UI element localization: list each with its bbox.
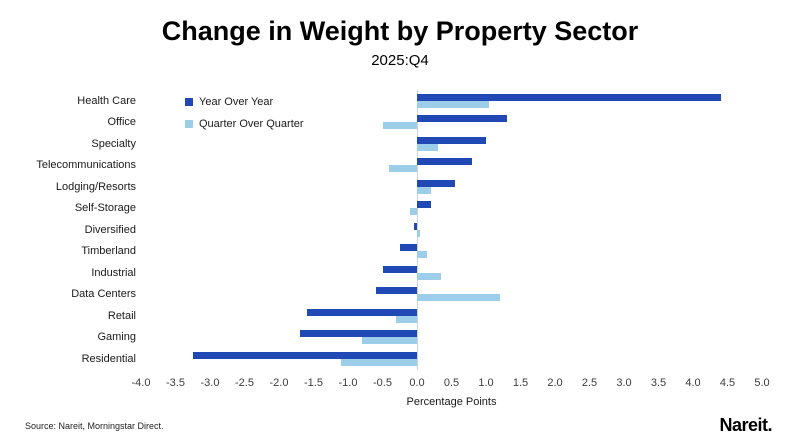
legend-label-quarter-over-quarter: Quarter Over Quarter — [199, 118, 304, 130]
x-tick-label: 2.5 — [581, 376, 598, 389]
category-label-lodging-resorts: Lodging/Resorts — [55, 180, 136, 193]
bar-quarter-over-quarter-specialty — [417, 143, 438, 151]
x-tick-label: 0.5 — [443, 376, 460, 389]
bar-year-over-year-data-centers — [375, 287, 417, 294]
category-label-gaming: Gaming — [97, 331, 136, 344]
category-label-timberland: Timberland — [81, 245, 136, 258]
bar-year-over-year-lodging-resorts — [417, 179, 455, 187]
x-tick-label: 5.0 — [754, 376, 770, 389]
x-tick-label: 1.5 — [512, 376, 529, 389]
bar-year-over-year-retail — [306, 308, 417, 316]
bar-quarter-over-quarter-industrial — [417, 272, 442, 280]
bar-year-over-year-telecommunications — [417, 158, 473, 165]
x-tick-label: 3.0 — [616, 376, 632, 389]
bar-quarter-over-quarter-gaming — [361, 337, 417, 344]
category-label-retail: Retail — [107, 309, 136, 322]
x-tick-label: -1.0 — [338, 376, 358, 389]
x-tick-label: -4.0 — [131, 376, 151, 389]
legend-swatch-year-over-year — [185, 98, 193, 106]
bar-year-over-year-diversified — [413, 222, 417, 230]
bar-year-over-year-specialty — [417, 136, 486, 144]
x-tick-label: -1.5 — [304, 376, 323, 389]
x-tick-label: 1.0 — [478, 376, 494, 389]
bar-quarter-over-quarter-data-centers — [417, 294, 500, 301]
category-label-telecommunications: Telecommunications — [36, 159, 136, 172]
source-note: Source: Nareit, Morningstar Direct. — [25, 421, 164, 431]
nareit-logo: Nareit. — [719, 415, 772, 435]
bar-year-over-year-gaming — [299, 330, 417, 337]
bar-quarter-over-quarter-residential — [341, 358, 417, 366]
bar-year-over-year-timberland — [399, 244, 417, 251]
chart-title: Change in Weight by Property Sector — [161, 16, 639, 46]
category-label-data-centers: Data Centers — [71, 288, 136, 301]
bar-quarter-over-quarter-retail — [396, 315, 417, 323]
category-label-self-storage: Self-Storage — [74, 202, 136, 215]
bar-quarter-over-quarter-self-storage — [410, 208, 417, 215]
bar-year-over-year-industrial — [382, 265, 417, 273]
legend-item-year-over-year: Year Over Year — [185, 96, 273, 108]
bar-quarter-over-quarter-office — [382, 122, 417, 129]
category-label-office: Office — [107, 116, 136, 129]
legend-item-quarter-over-quarter: Quarter Over Quarter — [185, 118, 304, 130]
bar-year-over-year-office — [417, 115, 507, 122]
bar-year-over-year-residential — [192, 351, 417, 359]
x-tick-label: 2.0 — [547, 376, 563, 389]
bar-year-over-year-health-care — [417, 93, 721, 101]
x-tick-label: -0.5 — [373, 376, 392, 389]
bar-quarter-over-quarter-lodging-resorts — [417, 186, 431, 194]
bar-quarter-over-quarter-health-care — [417, 100, 490, 108]
x-axis-label: Percentage Points — [406, 396, 497, 408]
category-label-specialty: Specialty — [91, 137, 136, 150]
x-tick-label: -3.5 — [166, 376, 185, 389]
bar-quarter-over-quarter-telecommunications — [389, 165, 417, 172]
x-tick-label: -3.0 — [200, 376, 220, 389]
category-label-residential: Residential — [81, 352, 136, 365]
x-tick-label: 3.5 — [650, 376, 667, 389]
category-label-industrial: Industrial — [91, 266, 136, 279]
x-tick-label: -2.5 — [235, 376, 254, 389]
category-label-health-care: Health Care — [77, 94, 136, 107]
x-tick-label: 0.0 — [409, 376, 425, 389]
bar-quarter-over-quarter-diversified — [417, 229, 421, 237]
bar-quarter-over-quarter-timberland — [417, 251, 428, 258]
x-tick-label: -2.0 — [269, 376, 289, 389]
bar-year-over-year-self-storage — [417, 201, 431, 208]
category-label-diversified: Diversified — [84, 223, 136, 236]
legend-label-year-over-year: Year Over Year — [199, 96, 274, 108]
x-tick-label: 4.5 — [719, 376, 736, 389]
chart-subtitle: 2025:Q4 — [371, 52, 429, 69]
legend-swatch-quarter-over-quarter — [185, 120, 193, 128]
x-tick-label: 4.0 — [685, 376, 701, 389]
